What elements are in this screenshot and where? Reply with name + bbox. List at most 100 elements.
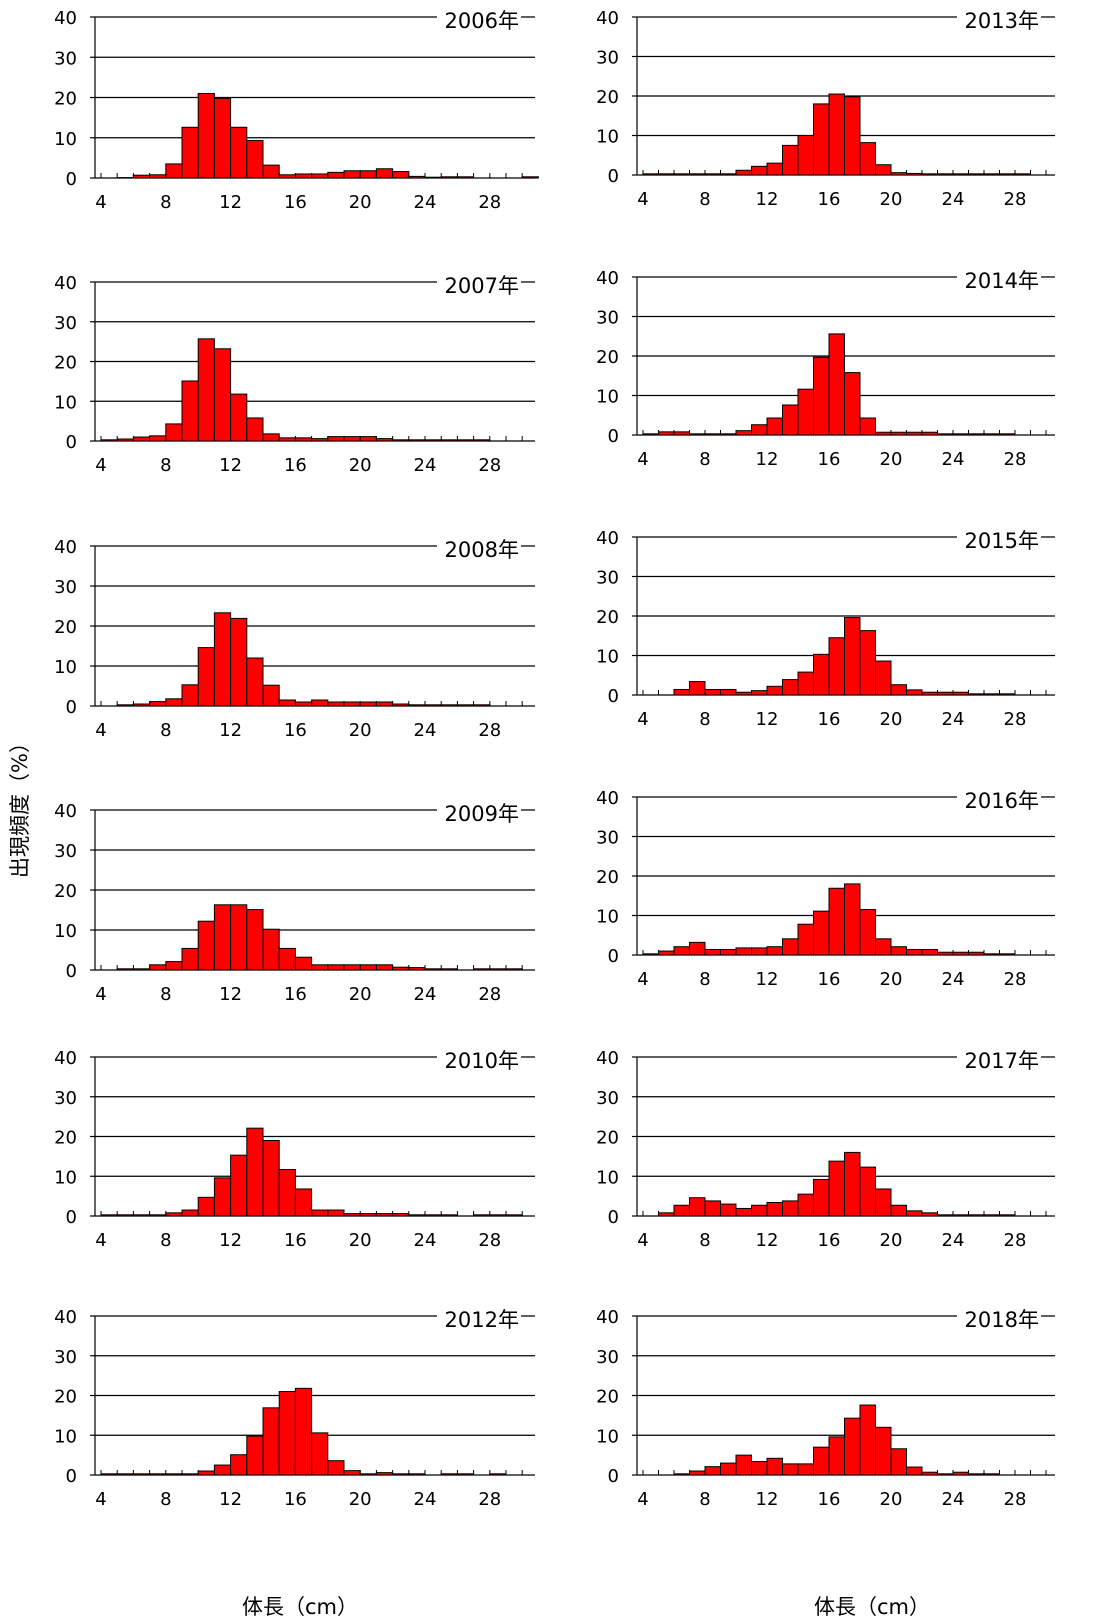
x-tick-label: 24 (942, 1489, 965, 1510)
histogram-bar (642, 433, 659, 436)
histogram-bar (642, 173, 659, 176)
panel-title-bg (437, 796, 521, 824)
histogram-bar (797, 1193, 814, 1217)
histogram-bar (230, 126, 248, 179)
x-tick-label: 20 (880, 189, 903, 210)
histogram-bar (704, 173, 721, 176)
y-tick-label: 10 (54, 1167, 77, 1188)
histogram-bar (999, 693, 1016, 696)
histogram-bar (844, 372, 861, 436)
histogram-bar (343, 436, 361, 442)
histogram-bar (327, 1460, 345, 1476)
y-tick-label: 10 (54, 657, 77, 678)
y-tick-label: 10 (596, 907, 619, 928)
histogram-bar (359, 964, 377, 971)
histogram-bar (720, 1203, 737, 1217)
x-tick-label: 12 (756, 1230, 779, 1251)
histogram-bar (673, 431, 690, 436)
histogram-bar (968, 433, 985, 436)
histogram-bar (343, 964, 361, 971)
histogram-bar (165, 961, 183, 971)
histogram-bar (704, 688, 721, 696)
histogram-bar (375, 1213, 394, 1217)
x-tick-label: 24 (942, 709, 965, 730)
histogram-bar (230, 1454, 248, 1476)
panel-title-bg (957, 1043, 1041, 1071)
x-tick-label: 8 (699, 189, 710, 210)
histogram-bar (952, 1214, 969, 1217)
histogram-bar (983, 1473, 1000, 1476)
histogram-bar (999, 953, 1016, 956)
x-tick-label: 8 (160, 1489, 171, 1510)
histogram-bar (424, 439, 442, 442)
histogram-bar (720, 688, 737, 696)
histogram-bar (246, 657, 264, 707)
histogram-bar (937, 951, 954, 956)
histogram-bar (983, 953, 1000, 956)
histogram-bar (673, 1204, 690, 1217)
histogram-bar (704, 1466, 721, 1476)
panel-title: 2014年 (965, 269, 1039, 293)
histogram-bar (890, 684, 907, 696)
y-tick-label: 0 (66, 1207, 77, 1228)
y-tick-label: 0 (608, 946, 619, 967)
panel-title-bg (437, 3, 521, 31)
histogram-bar (440, 439, 458, 442)
panel-title: 2017年 (965, 1049, 1039, 1073)
histogram-bar (890, 946, 907, 956)
y-tick-label: 0 (66, 697, 77, 718)
histogram-bar (859, 630, 876, 696)
histogram-bar (875, 660, 892, 696)
histogram-bar (505, 1214, 523, 1217)
histogram-bar (100, 1214, 118, 1217)
histogram-bar (294, 173, 313, 179)
histogram-bar (473, 704, 491, 707)
histogram-bar (424, 1214, 442, 1217)
x-tick-label: 8 (699, 709, 710, 730)
histogram-bar (828, 1160, 845, 1217)
histogram-bar (859, 1166, 876, 1217)
histogram-panel-1: 0 10 20 30 40 4 8 12 16 20 24 28 2013年 (596, 3, 1055, 210)
histogram-bar (246, 417, 264, 442)
histogram-bar (489, 1214, 507, 1217)
x-tick-label: 20 (349, 720, 372, 741)
histogram-bar (859, 142, 876, 176)
histogram-bar (440, 1473, 458, 1476)
histogram-bar (456, 176, 475, 179)
histogram-bar (278, 1391, 296, 1476)
y-tick-label: 40 (54, 801, 77, 822)
histogram-bar (262, 928, 280, 971)
histogram-bar (937, 691, 954, 696)
y-tick-label: 20 (596, 607, 619, 628)
x-tick-label: 16 (818, 449, 841, 470)
histogram-bar (424, 968, 442, 971)
histogram-bar (262, 164, 280, 179)
y-tick-label: 0 (608, 1207, 619, 1228)
y-tick-label: 20 (54, 353, 77, 374)
histogram-bar (782, 144, 799, 176)
x-tick-label: 4 (95, 720, 106, 741)
x-tick-label: 24 (942, 189, 965, 210)
histogram-bar (983, 1214, 1000, 1217)
histogram-bar (890, 1204, 907, 1217)
histogram-bar (116, 1214, 134, 1217)
histogram-bar (921, 173, 938, 176)
histogram-bar (165, 1473, 183, 1476)
y-tick-label: 30 (54, 841, 77, 862)
histogram-bar (766, 1457, 783, 1476)
histogram-bar (100, 439, 118, 442)
y-tick-label: 20 (596, 1128, 619, 1149)
histogram-bar (213, 348, 232, 442)
panel-title-bg (957, 523, 1041, 551)
histogram-bar (456, 704, 475, 707)
y-tick-label: 30 (596, 48, 619, 69)
x-tick-label: 12 (219, 720, 242, 741)
histogram-bar (294, 1387, 313, 1476)
histogram-bar (246, 140, 264, 179)
histogram-bar (766, 685, 783, 696)
histogram-bar (689, 1470, 706, 1476)
y-tick-label: 0 (608, 426, 619, 447)
x-tick-label: 4 (637, 969, 648, 990)
x-tick-label: 24 (414, 455, 437, 476)
histogram-panel-11: 0 10 20 30 40 4 8 12 16 20 24 28 2018年 (596, 1302, 1055, 1510)
